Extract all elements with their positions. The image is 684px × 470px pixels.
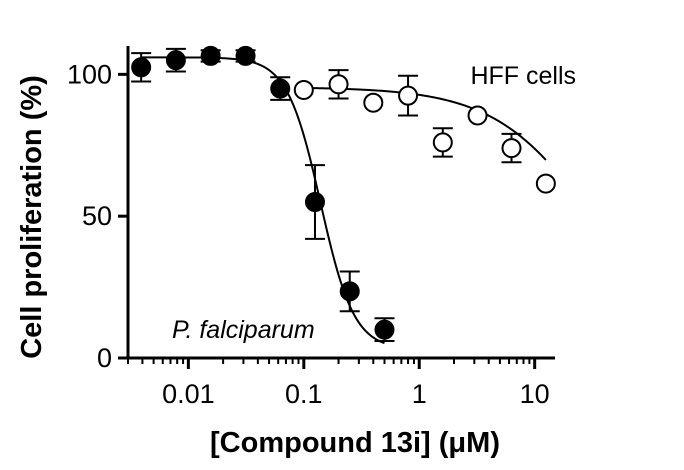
data-point bbox=[374, 317, 395, 342]
data-point bbox=[535, 173, 556, 194]
hff-cells-marker bbox=[328, 74, 349, 95]
p-falciparum-annotation: P. falciparum bbox=[172, 316, 315, 344]
axes bbox=[126, 46, 555, 360]
y-axis-title: Cell proliferation (%) bbox=[16, 75, 48, 359]
hff-cells-marker bbox=[432, 132, 453, 153]
hff-cells-marker bbox=[363, 92, 384, 113]
y-tick-label: 0 bbox=[97, 343, 112, 373]
y-tick-label: 100 bbox=[67, 59, 112, 89]
data-point bbox=[270, 76, 291, 101]
data-point bbox=[363, 92, 384, 113]
x-tick-label: 10 bbox=[520, 379, 550, 409]
p-falciparum-marker bbox=[165, 50, 186, 71]
data-point bbox=[328, 69, 349, 100]
p-falciparum-marker bbox=[270, 78, 291, 99]
y-axis-ticks: 0 50 100 bbox=[67, 59, 128, 373]
data-point bbox=[235, 45, 256, 66]
data-points bbox=[131, 45, 556, 342]
data-point bbox=[165, 47, 186, 73]
p-falciparum-marker bbox=[304, 192, 325, 212]
data-point bbox=[398, 74, 419, 117]
fit-curves bbox=[141, 56, 547, 345]
data-point bbox=[501, 132, 522, 164]
data-point bbox=[304, 164, 325, 240]
data-point bbox=[339, 270, 360, 313]
hff-cells-marker bbox=[535, 173, 556, 194]
x-tick-label: 0.01 bbox=[162, 379, 215, 409]
x-tick-label: 0.1 bbox=[285, 379, 323, 409]
hff-cells-marker bbox=[467, 105, 488, 126]
p-falciparum-marker bbox=[235, 45, 256, 66]
hff-cells-marker bbox=[398, 85, 419, 106]
data-point bbox=[432, 127, 453, 158]
data-point bbox=[467, 105, 488, 126]
x-axis-title: [Compound 13i] (μM) bbox=[210, 427, 500, 459]
hff-cells-marker bbox=[501, 138, 522, 159]
y-tick-label: 50 bbox=[82, 201, 112, 231]
hff-cells-annotation: HFF cells bbox=[470, 62, 576, 90]
p-falciparum-marker bbox=[200, 45, 221, 66]
p-falciparum-marker bbox=[374, 319, 395, 340]
data-point bbox=[200, 45, 221, 66]
p-falciparum-marker bbox=[131, 57, 152, 78]
x-axis-ticks: 0.01 0.1 1 10 bbox=[127, 358, 550, 409]
p-falciparum-marker bbox=[339, 281, 360, 302]
x-tick-label: 1 bbox=[412, 379, 427, 409]
data-point bbox=[131, 52, 152, 83]
data-point bbox=[293, 79, 314, 100]
hff-cells-marker bbox=[293, 79, 314, 100]
